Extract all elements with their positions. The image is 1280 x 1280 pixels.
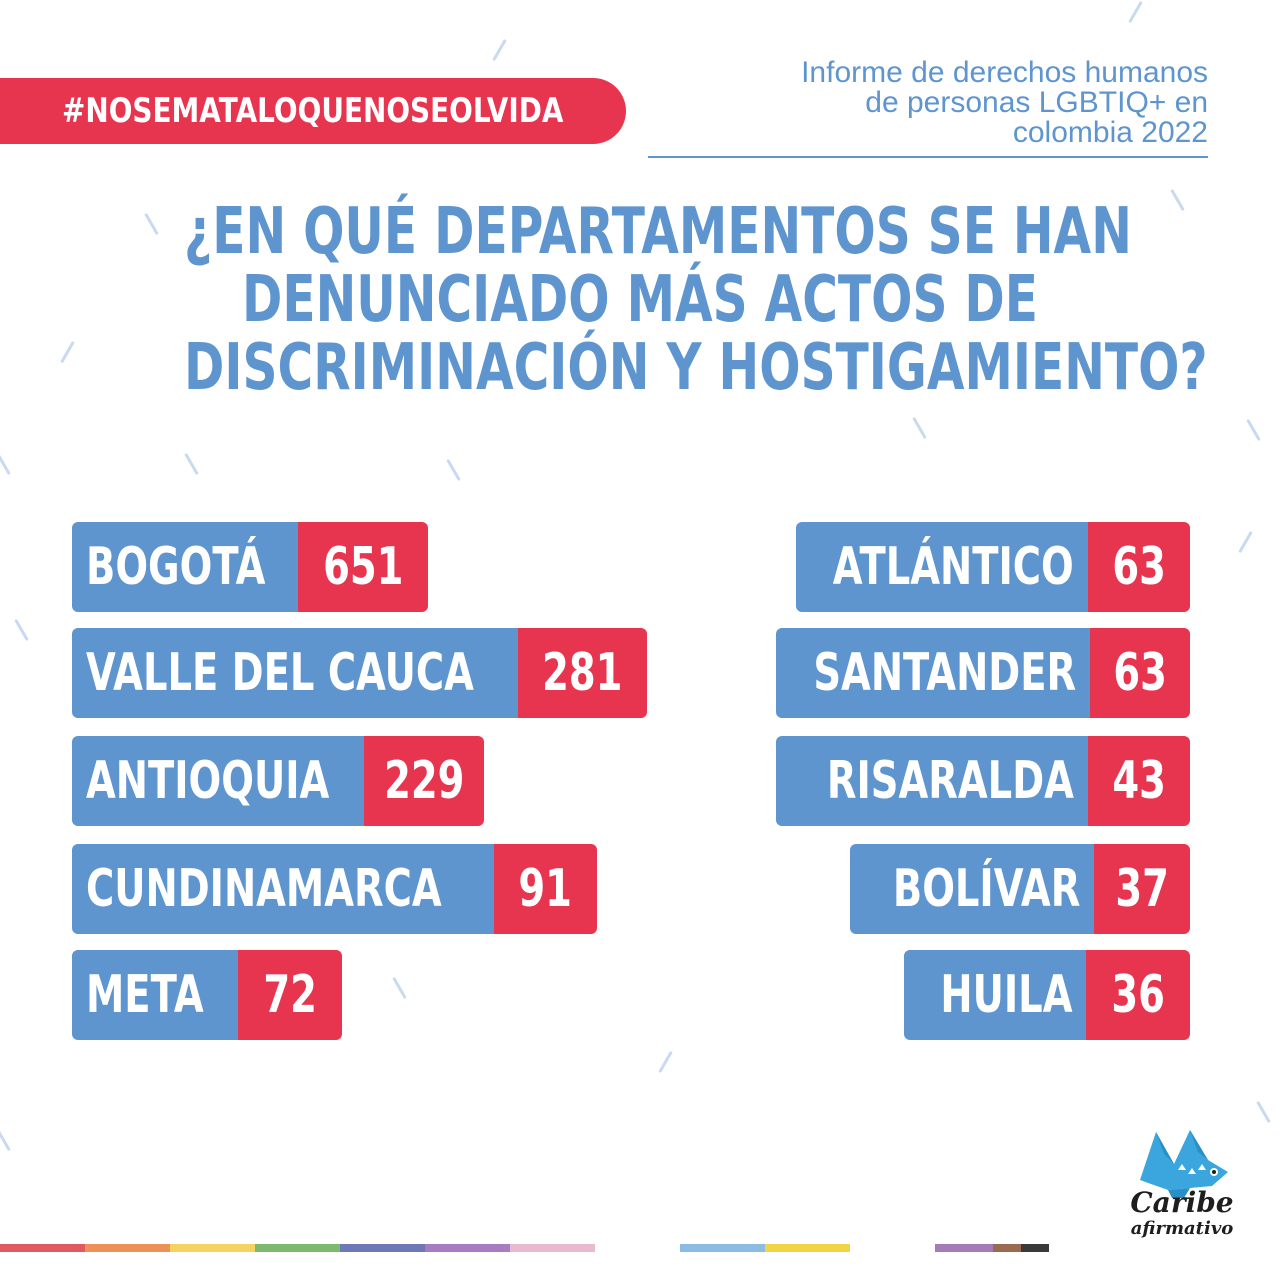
report-title: Informe de derechos humanos de personas …: [648, 58, 1208, 158]
decor-dash: [0, 1128, 11, 1152]
report-title-line: colombia 2022: [1012, 116, 1208, 149]
department-name: SANTANDER: [776, 628, 1090, 718]
hashtag-text: #NOSEMATALOQUENOSEOLVIDA: [62, 91, 564, 131]
department-row: BOGOTÁ 651: [72, 522, 428, 612]
department-row: SANTANDER 63: [776, 628, 1190, 718]
department-name: ATLÁNTICO: [796, 522, 1088, 612]
department-name: HUILA: [904, 950, 1086, 1040]
department-count: 63: [1090, 628, 1190, 718]
department-row: CUNDINAMARCA 91: [72, 844, 597, 934]
color-stripe: [935, 1244, 993, 1252]
logo-tagline: afirmativo: [1130, 1218, 1234, 1239]
question-line: DENUNCIADO MÁS ACTOS DE: [241, 263, 1039, 337]
color-stripe: [85, 1244, 170, 1252]
department-name: META: [72, 950, 238, 1040]
department-row: META 72: [72, 950, 342, 1040]
department-name: BOLÍVAR: [850, 844, 1094, 934]
color-stripe: [680, 1244, 765, 1252]
department-count: 72: [238, 950, 342, 1040]
question-heading: ¿EN QUÉ DEPARTAMENTOS SE HAN DENUNCIADO …: [40, 198, 1240, 402]
color-stripe: [340, 1244, 425, 1252]
department-name: CUNDINAMARCA: [72, 844, 494, 934]
color-stripe: [1021, 1244, 1049, 1252]
hashtag-banner: #NOSEMATALOQUENOSEOLVIDA: [0, 78, 626, 144]
color-stripe: [255, 1244, 340, 1252]
decor-dash: [184, 452, 199, 476]
color-stripe: [765, 1244, 850, 1252]
report-title-line: Informe de derechos humanos: [801, 56, 1208, 89]
department-name: BOGOTÁ: [72, 522, 298, 612]
department-count: 229: [364, 736, 484, 826]
decor-dash: [658, 1050, 673, 1074]
department-row: HUILA 36: [904, 950, 1190, 1040]
decor-dash: [14, 618, 29, 642]
question-line: DISCRIMINACIÓN Y HOSTIGAMIENTO?: [184, 331, 1208, 405]
decor-dash: [1246, 418, 1261, 442]
decor-dash: [0, 452, 11, 476]
department-name: ANTIOQUIA: [72, 736, 364, 826]
department-count: 651: [298, 522, 428, 612]
department-row: ATLÁNTICO 63: [796, 522, 1190, 612]
department-count: 281: [518, 628, 647, 718]
department-row: RISARALDA 43: [776, 736, 1190, 826]
decor-dash: [1256, 1100, 1271, 1124]
decor-dash: [492, 38, 507, 62]
decor-dash: [1128, 0, 1143, 24]
color-stripe: [993, 1244, 1021, 1252]
department-row: BOLÍVAR 37: [850, 844, 1190, 934]
decor-dash: [392, 976, 407, 1000]
color-stripe: [425, 1244, 510, 1252]
decor-dash: [912, 416, 927, 440]
department-count: 63: [1088, 522, 1190, 612]
decor-dash: [1238, 530, 1253, 554]
question-line: ¿EN QUÉ DEPARTAMENTOS SE HAN: [184, 195, 1132, 269]
decor-dash: [446, 458, 461, 482]
department-count: 37: [1094, 844, 1190, 934]
color-stripe: [170, 1244, 255, 1252]
color-stripe: [510, 1244, 595, 1252]
color-stripe: [0, 1244, 85, 1252]
fish-icon: [1140, 1130, 1228, 1198]
department-name: RISARALDA: [776, 736, 1088, 826]
department-name: VALLE DEL CAUCA: [72, 628, 518, 718]
department-row: VALLE DEL CAUCA 281: [72, 628, 647, 718]
report-title-line: de personas LGBTIQ+ en: [865, 86, 1208, 119]
logo-name: Caribe: [1130, 1186, 1234, 1219]
department-row: ANTIOQUIA 229: [72, 736, 484, 826]
department-count: 36: [1086, 950, 1190, 1040]
department-count: 43: [1088, 736, 1190, 826]
department-count: 91: [494, 844, 597, 934]
